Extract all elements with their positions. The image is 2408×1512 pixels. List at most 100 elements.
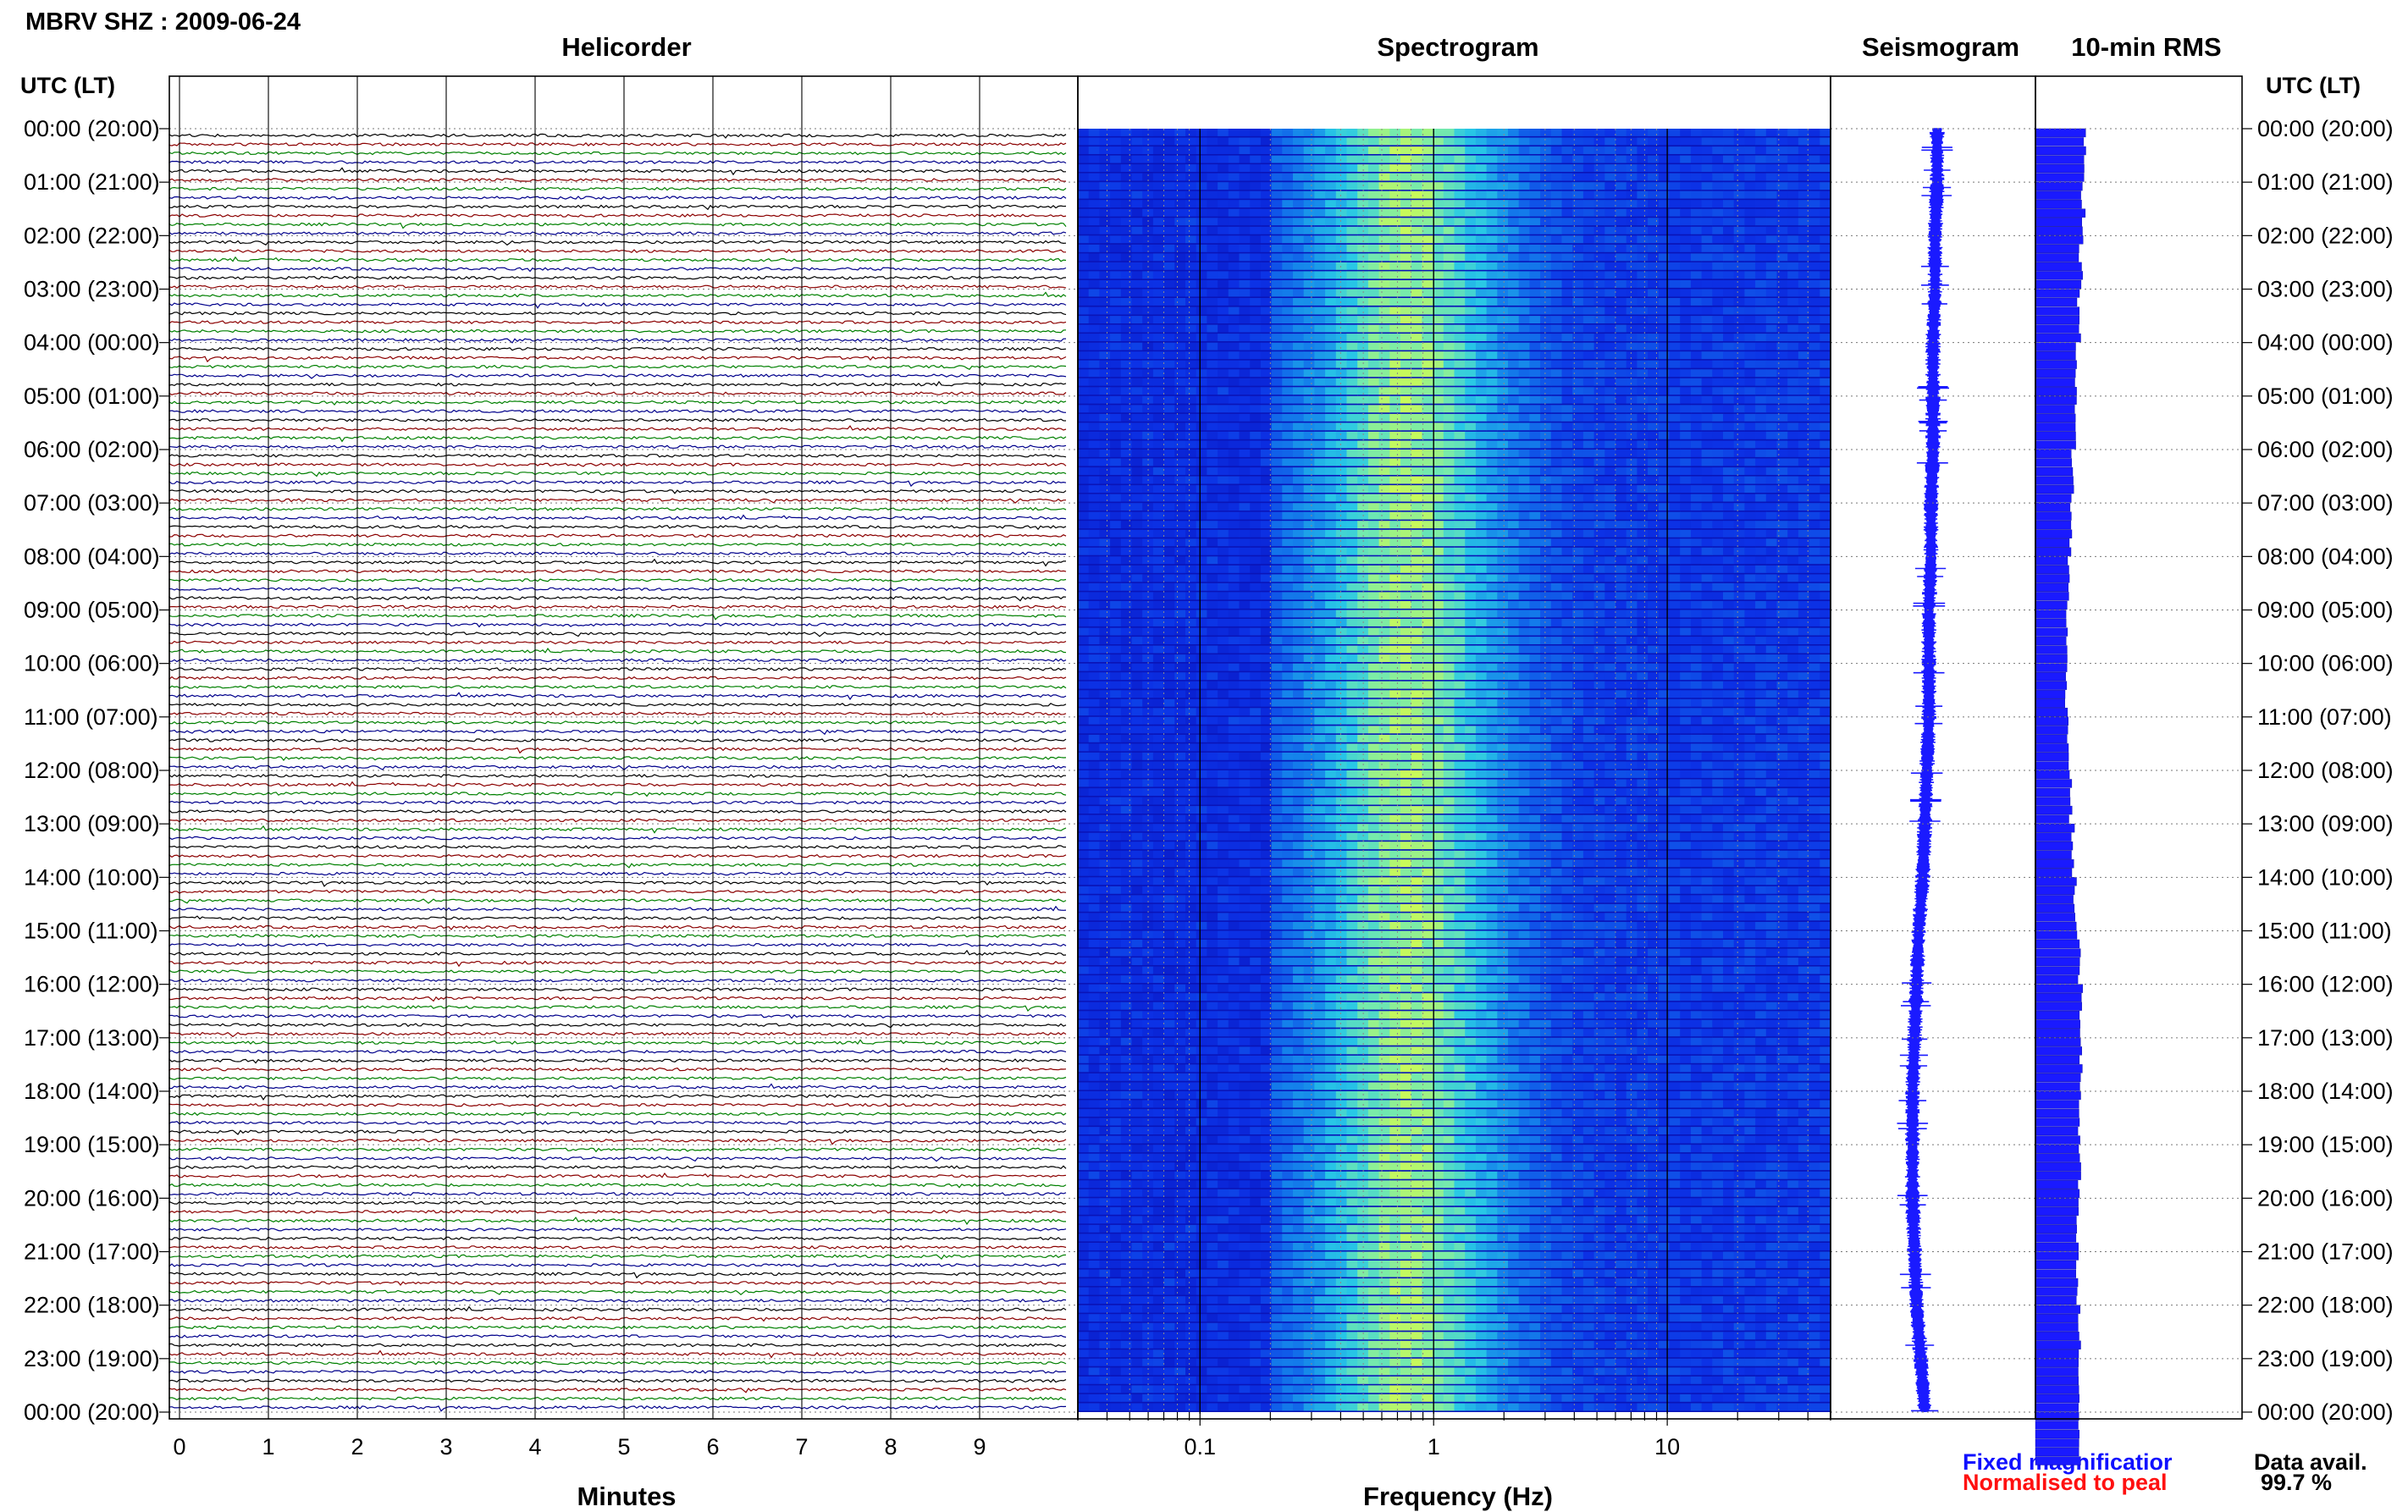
spectrogram-cell: [1798, 476, 1810, 484]
spectrogram-cell: [1486, 395, 1498, 404]
spectrogram-cell: [1486, 521, 1498, 529]
spectrogram-cell: [1163, 761, 1175, 770]
spectrogram-cell: [1131, 654, 1143, 662]
spectrogram-cell: [1508, 369, 1520, 378]
spectrogram-cell: [1723, 485, 1735, 493]
spectrogram-cell: [1250, 743, 1262, 752]
spectrogram-cell: [1196, 173, 1207, 181]
spectrogram-cell: [1518, 574, 1530, 582]
spectrogram-cell: [1325, 200, 1337, 208]
spectrogram-cell: [1207, 690, 1218, 698]
spectrogram-cell: [1582, 645, 1595, 654]
spectrogram-cell: [1669, 173, 1681, 181]
spectrogram-cell: [1637, 610, 1649, 618]
spectrogram-cell: [1099, 422, 1111, 431]
spectrogram-cell: [1335, 734, 1348, 742]
spectrogram-cell: [1465, 627, 1477, 636]
spectrogram-cell: [1723, 654, 1735, 662]
spectrogram-cell: [1207, 395, 1218, 404]
spectrogram-cell: [1260, 467, 1273, 475]
spectrogram-cell: [1260, 610, 1273, 618]
spectrogram-cell: [1593, 450, 1605, 457]
spectrogram-cell: [1701, 610, 1713, 618]
spectrogram-cell: [1572, 592, 1584, 600]
spectrogram-cell: [1185, 726, 1197, 734]
spectrogram-cell: [1282, 556, 1294, 565]
spectrogram-cell: [1765, 511, 1778, 520]
spectrogram-cell: [1475, 190, 1488, 199]
spectrogram-cell: [1378, 244, 1390, 252]
spectrogram-cell: [1293, 146, 1305, 154]
spectrogram-cell: [1367, 467, 1380, 475]
spectrogram-cell: [1367, 708, 1380, 716]
spectrogram-cell: [1626, 654, 1638, 662]
spectrogram-cell: [1088, 645, 1100, 654]
spectrogram-cell: [1260, 574, 1273, 582]
spectrogram-cell: [1271, 485, 1283, 493]
spectrogram-cell: [1680, 494, 1692, 502]
spectrogram-cell: [1593, 601, 1605, 609]
spectrogram-cell: [1787, 298, 1799, 306]
spectrogram-cell: [1550, 637, 1563, 644]
spectrogram-cell: [1250, 262, 1262, 270]
spectrogram-cell: [1367, 654, 1380, 662]
spectrogram-cell: [1422, 351, 1433, 360]
spectrogram-cell: [1120, 351, 1133, 360]
spectrogram-cell: [1637, 592, 1649, 600]
spectrogram-cell: [1486, 208, 1498, 217]
spectrogram-cell: [1293, 262, 1305, 270]
spectrogram-cell: [1325, 431, 1337, 439]
spectrogram-cell: [1400, 342, 1412, 350]
spectrogram-cell: [1099, 369, 1111, 378]
spectrogram-cell: [1723, 681, 1735, 689]
spectrogram-cell: [1669, 752, 1681, 760]
spectrogram-cell: [1433, 601, 1444, 609]
spectrogram-cell: [1809, 610, 1820, 618]
spectrogram-cell: [1648, 395, 1660, 404]
spectrogram-cell: [1755, 137, 1767, 146]
spectrogram-cell: [1367, 342, 1380, 350]
spectrogram-cell: [1615, 556, 1627, 565]
spectrogram-cell: [1174, 521, 1186, 529]
spectrogram-cell: [1701, 681, 1713, 689]
spectrogram-cell: [1550, 360, 1563, 368]
spectrogram-cell: [1550, 289, 1563, 297]
spectrogram-cell: [1723, 298, 1735, 306]
spectrogram-cell: [1196, 538, 1207, 547]
spectrogram-cell: [1690, 645, 1703, 654]
spectrogram-cell: [1228, 360, 1240, 368]
spectrogram-cell: [1228, 654, 1240, 662]
spectrogram-cell: [1239, 200, 1251, 208]
spectrogram-cell: [1293, 226, 1305, 235]
spectrogram-cell: [1518, 556, 1530, 565]
spectrogram-cell: [1185, 450, 1197, 457]
spectrogram-cell: [1228, 369, 1240, 378]
spectrogram-cell: [1454, 413, 1466, 422]
spectrogram-cell: [1303, 637, 1315, 644]
spectrogram-cell: [1529, 467, 1541, 475]
spectrogram-cell: [1690, 610, 1703, 618]
spectrogram-cell: [1787, 556, 1799, 565]
spectrogram-cell: [1561, 190, 1573, 199]
spectrogram-cell: [1475, 208, 1488, 217]
spectrogram-cell: [1765, 378, 1778, 386]
spectrogram-cell: [1218, 360, 1229, 368]
spectrogram-cell: [1733, 244, 1745, 252]
spectrogram-cell: [1335, 529, 1348, 538]
spectrogram-cell: [1131, 289, 1143, 297]
spectrogram-cell: [1637, 538, 1649, 547]
spectrogram-cell: [1486, 503, 1498, 511]
spectrogram-cell: [1443, 511, 1455, 520]
spectrogram-cell: [1776, 129, 1788, 136]
spectrogram-cell: [1131, 556, 1143, 565]
spectrogram-cell: [1820, 137, 1831, 146]
spectrogram-cell: [1529, 663, 1541, 671]
spectrogram-cell: [1723, 547, 1735, 555]
spectrogram-cell: [1508, 360, 1520, 368]
spectrogram-cell: [1239, 226, 1251, 235]
spectrogram-cell: [1142, 431, 1154, 439]
spectrogram-cell: [1196, 752, 1207, 760]
spectrogram-cell: [1293, 306, 1305, 315]
spectrogram-cell: [1680, 521, 1692, 529]
spectrogram-cell: [1152, 405, 1165, 413]
